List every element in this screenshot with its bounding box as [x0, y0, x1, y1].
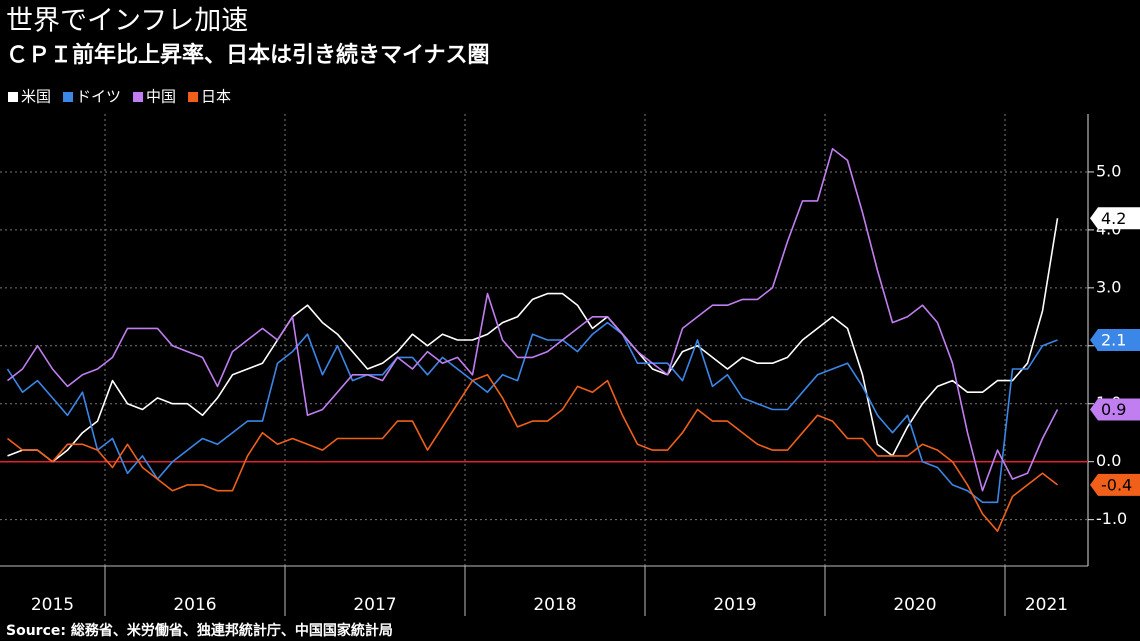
legend-label: 日本 [201, 88, 231, 106]
series-line [7, 148, 1059, 492]
x-tick-label: 2020 [893, 595, 936, 615]
end-value-label: 0.9 [1101, 400, 1126, 419]
legend-swatch [133, 92, 144, 102]
series-line [7, 218, 1059, 463]
x-tick-label: 2021 [1025, 595, 1068, 615]
end-value-label: 2.1 [1101, 331, 1126, 350]
end-value-label: 4.2 [1101, 209, 1126, 228]
x-tick-label: 2016 [173, 595, 216, 615]
end-value-tag [1090, 398, 1140, 421]
legend-label: ドイツ [76, 88, 121, 106]
series-line [6, 321, 1058, 504]
chart-subtitle: ＣＰＩ前年比上昇率、日本は引き続きマイナス圏 [6, 42, 490, 68]
legend-swatch [188, 92, 199, 102]
chart-title: 世界でインフレ加速 [6, 6, 248, 37]
y-tick-label: 3.0 [1096, 277, 1121, 296]
x-tick-label: 2017 [353, 595, 396, 615]
y-tick-label: 5.0 [1096, 161, 1121, 180]
end-value-label: -0.4 [1101, 475, 1132, 494]
x-tick-label: 2015 [31, 595, 74, 615]
legend-swatch [63, 92, 74, 102]
end-value-tag [1090, 329, 1140, 351]
y-tick-label: 0.0 [1096, 451, 1121, 470]
legend-label: 中国 [146, 88, 176, 106]
x-tick-label: 2019 [713, 595, 756, 615]
series-line [7, 374, 1058, 532]
source-note: Source: 総務省、米労働省、独連邦統計庁、中国国家統計局 [6, 622, 393, 639]
end-value-tag [1090, 207, 1140, 230]
end-value-tag [1090, 473, 1140, 496]
x-tick-label: 2018 [533, 595, 576, 615]
y-tick-label: -1.0 [1096, 509, 1127, 528]
legend-swatch [8, 92, 18, 102]
legend-label: 米国 [21, 88, 51, 106]
